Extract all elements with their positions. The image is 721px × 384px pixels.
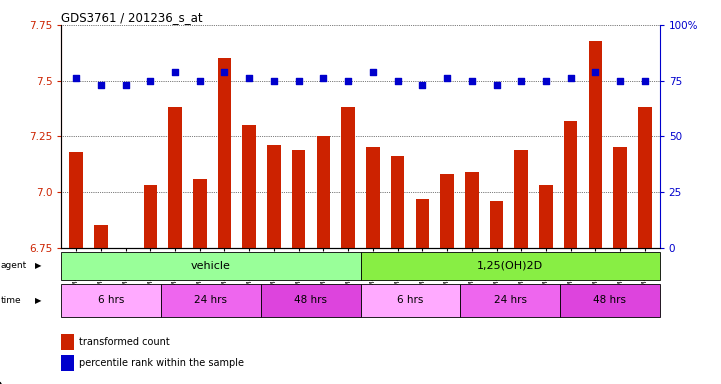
- Bar: [588, 41, 602, 248]
- Bar: [267, 145, 280, 248]
- Point: [639, 78, 650, 84]
- Text: percentile rank within the sample: percentile rank within the sample: [79, 358, 244, 368]
- Point: [614, 78, 626, 84]
- Point: [218, 69, 230, 75]
- Bar: [61, 252, 360, 280]
- Bar: [564, 121, 578, 248]
- Bar: [360, 252, 660, 280]
- Text: ▶: ▶: [35, 262, 41, 270]
- Point: [540, 78, 552, 84]
- Bar: [61, 284, 161, 317]
- Bar: [638, 108, 652, 248]
- Point: [392, 78, 403, 84]
- Text: GDS3761 / 201236_s_at: GDS3761 / 201236_s_at: [61, 11, 203, 24]
- Bar: [168, 108, 182, 248]
- Text: 6 hrs: 6 hrs: [397, 295, 423, 306]
- Text: 48 hrs: 48 hrs: [294, 295, 327, 306]
- Bar: [94, 225, 107, 248]
- Point: [417, 82, 428, 88]
- Point: [95, 82, 107, 88]
- Text: ▶: ▶: [35, 296, 41, 305]
- Point: [318, 75, 329, 81]
- Bar: [515, 150, 528, 248]
- Bar: [465, 172, 479, 248]
- Bar: [460, 284, 560, 317]
- Bar: [366, 147, 380, 248]
- Bar: [119, 248, 133, 252]
- Bar: [242, 125, 256, 248]
- Point: [466, 78, 477, 84]
- Point: [194, 78, 205, 84]
- Bar: [193, 179, 206, 248]
- Bar: [415, 199, 429, 248]
- Bar: [317, 136, 330, 248]
- Bar: [360, 284, 460, 317]
- Point: [120, 82, 131, 88]
- Bar: [441, 174, 454, 248]
- Point: [293, 78, 304, 84]
- Text: time: time: [1, 296, 22, 305]
- Bar: [292, 150, 306, 248]
- Bar: [614, 147, 627, 248]
- Text: transformed count: transformed count: [79, 338, 170, 348]
- Bar: [218, 58, 231, 248]
- Bar: [143, 185, 157, 248]
- Point: [244, 75, 255, 81]
- Text: 6 hrs: 6 hrs: [98, 295, 124, 306]
- Bar: [69, 152, 83, 248]
- Text: 24 hrs: 24 hrs: [494, 295, 526, 306]
- Point: [268, 78, 280, 84]
- Point: [441, 75, 453, 81]
- Point: [565, 75, 577, 81]
- Text: 24 hrs: 24 hrs: [195, 295, 227, 306]
- Point: [516, 78, 527, 84]
- Bar: [161, 284, 261, 317]
- Point: [71, 75, 82, 81]
- Text: vehicle: vehicle: [191, 261, 231, 271]
- Text: 1,25(OH)2D: 1,25(OH)2D: [477, 261, 543, 271]
- Point: [169, 69, 181, 75]
- Point: [491, 82, 503, 88]
- Bar: [341, 108, 355, 248]
- Bar: [490, 201, 503, 248]
- Text: 48 hrs: 48 hrs: [593, 295, 627, 306]
- Point: [144, 78, 156, 84]
- Bar: [261, 284, 360, 317]
- Text: agent: agent: [1, 262, 27, 270]
- Point: [342, 78, 354, 84]
- Point: [367, 69, 379, 75]
- Point: [590, 69, 601, 75]
- Bar: [391, 156, 404, 248]
- Bar: [560, 284, 660, 317]
- Bar: [539, 185, 553, 248]
